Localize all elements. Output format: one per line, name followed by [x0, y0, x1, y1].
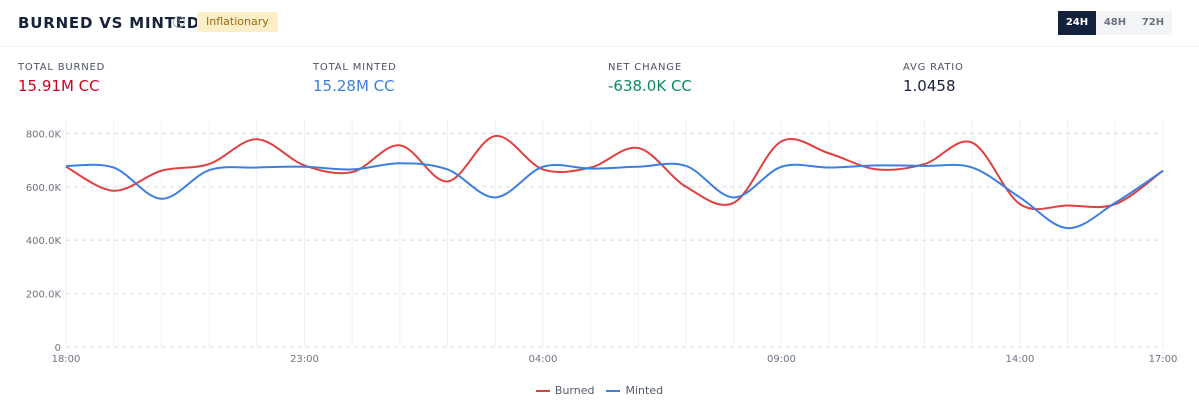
y-tick-label: 800.0K — [26, 129, 62, 140]
stat-net-change: NET CHANGE -638.0K CC — [608, 62, 692, 95]
y-tick-label: 400.0K — [26, 236, 62, 247]
stat-label: AVG RATIO — [903, 62, 964, 73]
series-line-minted — [65, 162, 1164, 230]
stat-label: TOTAL MINTED — [313, 62, 397, 73]
range-72h-button[interactable]: 72H — [1134, 11, 1172, 35]
range-48h-button[interactable]: 48H — [1096, 11, 1134, 35]
y-tick-label: 600.0K — [26, 183, 62, 194]
chart-header: BURNED VS MINTED i Inflationary 24H 48H … — [0, 0, 1199, 47]
stat-value: -638.0K CC — [608, 77, 692, 95]
stat-total-minted: TOTAL MINTED 15.28M CC — [313, 62, 397, 95]
stat-value: 15.28M CC — [313, 77, 395, 95]
stat-label: NET CHANGE — [608, 62, 682, 73]
legend-item-minted[interactable]: Minted — [606, 384, 663, 397]
legend-item-burned[interactable]: Burned — [535, 384, 595, 397]
y-tick-label: 200.0K — [26, 290, 62, 301]
series-line-burned — [65, 135, 1164, 211]
chart-title: BURNED VS MINTED — [18, 14, 201, 32]
legend-label: Minted — [625, 384, 664, 397]
x-tick-label: 23:00 — [290, 354, 319, 365]
line-chart: 0 200.0K 400.0K 600.0K 800.0K 18:00 23:00 04:00… — [26, 120, 1178, 365]
info-icon[interactable]: i — [173, 16, 185, 28]
x-tick-label: 04:00 — [529, 354, 558, 365]
x-tick-label: 09:00 — [767, 354, 796, 365]
legend-label: Burned — [554, 384, 595, 397]
time-range-toggle: 24H 48H 72H — [1058, 11, 1172, 35]
stat-total-burned: TOTAL BURNED 15.91M CC — [18, 62, 105, 95]
x-tick-label: 14:00 — [1005, 354, 1034, 365]
stat-value: 15.91M CC — [18, 77, 100, 95]
legend-swatch — [606, 389, 621, 392]
y-tick-label: 0 — [55, 343, 61, 354]
stat-avg-ratio: AVG RATIO 1.0458 — [903, 62, 964, 95]
stat-label: TOTAL BURNED — [18, 62, 106, 73]
legend-swatch — [535, 389, 550, 392]
status-badge: Inflationary — [197, 12, 278, 32]
range-24h-button[interactable]: 24H — [1058, 11, 1096, 35]
stat-value: 1.0458 — [903, 77, 956, 95]
x-tick-label: 17:00 — [1149, 354, 1178, 365]
x-tick-label: 18:00 — [52, 354, 81, 365]
chart-legend: Burned Minted — [0, 384, 1199, 397]
